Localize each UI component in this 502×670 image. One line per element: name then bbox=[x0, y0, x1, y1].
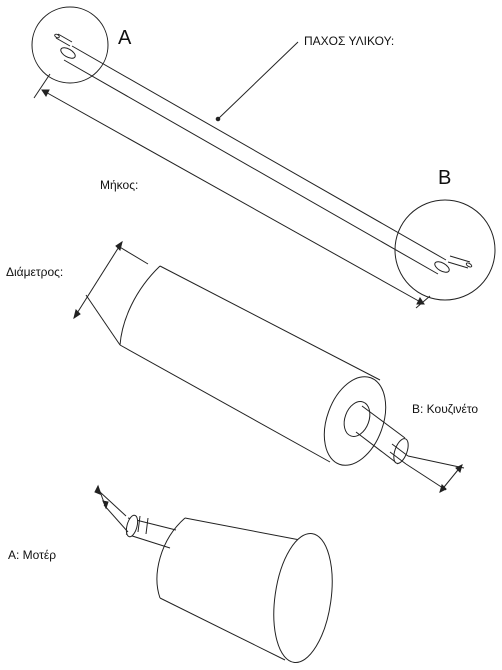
diameter-dimension bbox=[73, 240, 149, 346]
roller-tube-end-b bbox=[434, 261, 450, 273]
motor-tube-top-edge bbox=[184, 517, 301, 541]
shaft-arrow-bottom bbox=[439, 484, 447, 493]
motor-tube-bottom-edge bbox=[159, 597, 286, 661]
motor-shaft-ring bbox=[137, 515, 149, 535]
roller-tube-end-a bbox=[60, 47, 76, 59]
bearing-tube-bottom-edge bbox=[119, 344, 331, 463]
material-thickness-label: ΠΑΧΟΣ ΥΛΙΚΟΥ: bbox=[304, 34, 395, 48]
bearing-housing bbox=[343, 401, 371, 437]
length-arrow-a bbox=[41, 89, 50, 97]
motor-tube-end-face bbox=[273, 533, 333, 663]
motor-arrow-bottom bbox=[102, 500, 109, 510]
diameter-label: Διάμετρος: bbox=[6, 265, 64, 279]
shaft-dimension-motor bbox=[94, 484, 129, 533]
shaft-extension-bottom bbox=[405, 463, 447, 491]
motor-shaft-end bbox=[125, 514, 139, 538]
bearing-tube-cut-edge bbox=[119, 265, 161, 346]
bearing-shaft-ring bbox=[389, 443, 409, 465]
bearing-tube-top-edge bbox=[159, 265, 381, 381]
diameter-dimension-line bbox=[73, 241, 123, 319]
detail-label-a: A bbox=[118, 27, 132, 49]
bearing-shaft-bottom bbox=[355, 431, 399, 465]
detail-circle-a bbox=[31, 6, 109, 84]
motor-extension-bottom bbox=[103, 504, 129, 533]
shaft-extension-top bbox=[407, 455, 465, 469]
length-label: Μήκος: bbox=[100, 178, 139, 192]
roller-shaft-b bbox=[447, 255, 471, 269]
bearing-tube-end-face bbox=[323, 376, 387, 466]
roller-detail-bearing bbox=[119, 265, 409, 466]
roller-tube-bottom-edge bbox=[63, 59, 439, 275]
length-dimension-line bbox=[41, 89, 425, 305]
length-arrow-b bbox=[416, 297, 425, 305]
motor-label: A: Μοτέρ bbox=[8, 548, 57, 562]
roller-shaft-a bbox=[55, 33, 73, 47]
length-dimension bbox=[33, 73, 431, 309]
shaft-dimension-bearing bbox=[405, 455, 465, 493]
detail-label-b: B bbox=[438, 167, 452, 189]
diameter-extension-bottom bbox=[85, 294, 121, 346]
diameter-extension-top bbox=[117, 245, 149, 265]
length-extension-a bbox=[33, 73, 51, 99]
motor-tube-cut-edge bbox=[156, 517, 186, 599]
roller-detail-motor bbox=[125, 514, 333, 663]
motor-extension-top bbox=[99, 491, 127, 517]
bearing-label: B: Κουζινέτο bbox=[412, 402, 479, 416]
detail-circle-b bbox=[394, 199, 496, 301]
roller-shaft-b-end bbox=[465, 262, 473, 268]
roller-overview bbox=[54, 33, 473, 275]
shaft-arrow-top bbox=[455, 464, 463, 473]
bearing-shaft-top bbox=[361, 405, 406, 439]
thickness-leader-line bbox=[217, 41, 299, 120]
diameter-arrow-top bbox=[115, 240, 123, 251]
diameter-arrow-bottom bbox=[73, 309, 81, 320]
motor-shaft-bottom bbox=[125, 533, 171, 549]
roller-shaft-a-end bbox=[54, 33, 60, 39]
roller-tube-top-edge bbox=[71, 45, 447, 261]
motor-arrow-top bbox=[94, 484, 101, 495]
